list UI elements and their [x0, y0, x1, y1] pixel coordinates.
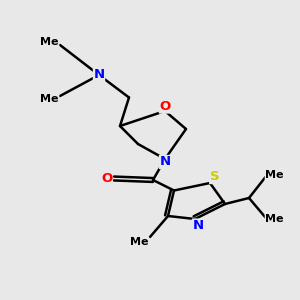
Text: Me: Me [265, 170, 284, 181]
Text: O: O [159, 100, 171, 113]
Text: Me: Me [40, 37, 59, 47]
Text: N: N [93, 68, 105, 82]
Text: S: S [210, 170, 219, 184]
Text: N: N [159, 155, 171, 169]
Text: Me: Me [130, 237, 149, 248]
Text: O: O [101, 172, 112, 185]
Text: Me: Me [265, 214, 284, 224]
Text: N: N [192, 219, 204, 232]
Text: Me: Me [40, 94, 59, 104]
